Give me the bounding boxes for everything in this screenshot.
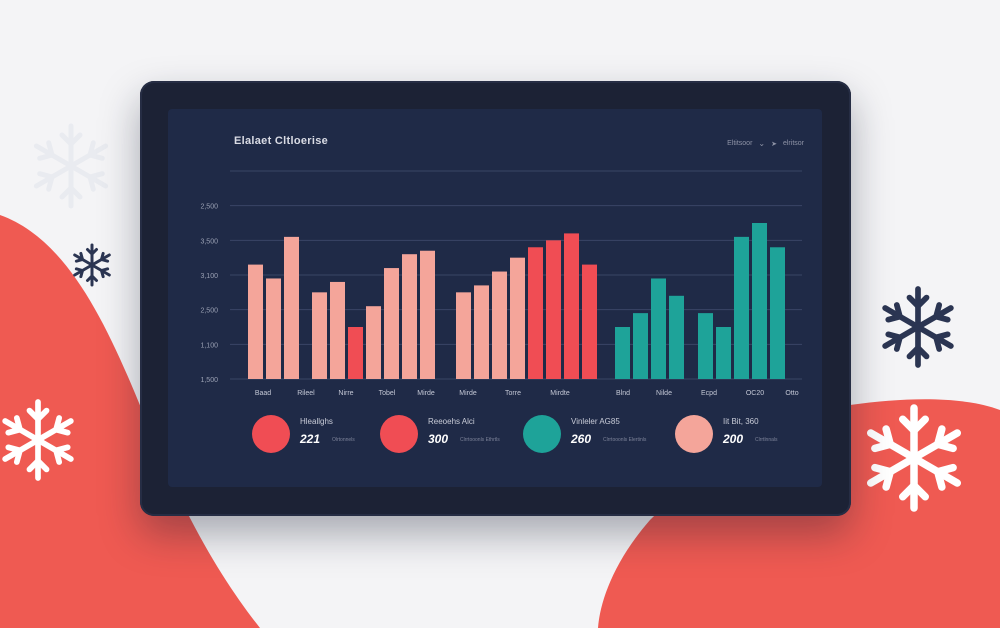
bar [492, 271, 507, 379]
snowflake-icon [885, 289, 951, 365]
x-tick-label: Baad [255, 390, 271, 397]
stat-value: 200 [723, 432, 744, 446]
stat-label: Reeoehs Alci [428, 417, 475, 426]
bar [633, 313, 648, 379]
stat-value: 300 [428, 432, 449, 446]
bar-chart: 1,500 1,100 2,500 3,100 3,500 2,500 Baad Rileel… [200, 170, 802, 397]
bar [366, 306, 381, 379]
x-tick-label: OC20 [746, 390, 764, 397]
filter-dropdown[interactable]: Eltitsoor [727, 140, 753, 147]
stat-sub: Clrrtlnnals [755, 437, 778, 443]
bar [698, 313, 713, 379]
bar [330, 281, 345, 379]
red-blob-left [0, 215, 260, 628]
bar [770, 247, 785, 379]
bar [546, 240, 561, 379]
bar [348, 327, 363, 379]
x-tick-label: Mirde [417, 390, 435, 397]
bar [510, 257, 525, 379]
x-tick-label: Rileel [297, 390, 315, 397]
x-tick-label: Mirdte [550, 390, 570, 397]
bar [456, 292, 471, 379]
stat-dot [252, 415, 290, 453]
bar [312, 292, 327, 379]
bar [615, 327, 630, 379]
y-tick-label: 3,100 [200, 273, 218, 280]
bar [420, 250, 435, 379]
stat-value: 260 [571, 432, 592, 446]
stat-sub: Olrtonnels [332, 437, 355, 443]
cursor-arrow-icon: ➤ [771, 140, 777, 148]
filter-label[interactable]: elritsor [782, 140, 804, 147]
x-tick-label: Tobel [379, 390, 396, 397]
bar [266, 278, 281, 379]
y-tick-label: 1,500 [200, 377, 218, 384]
stat-label: Iit Bit, 360 [723, 417, 759, 426]
bar [734, 236, 749, 379]
bar [474, 285, 489, 379]
chart-title: Elalaet Cltloerise [234, 135, 329, 147]
bar [716, 327, 731, 379]
bar [564, 233, 579, 379]
stat-sub: Clrrtooonls Ethrtls [460, 437, 500, 443]
monitor: 1,500 1,100 2,500 3,100 3,500 2,500 Baad Rileel… [140, 81, 851, 516]
bar [284, 236, 299, 379]
dashboard-screen: 1,500 1,100 2,500 3,100 3,500 2,500 Baad Rileel… [168, 109, 822, 487]
bar [248, 264, 263, 379]
bar [384, 268, 399, 379]
stat-value: 221 [300, 432, 321, 446]
bar [402, 254, 417, 379]
bar [651, 278, 666, 379]
stat-label: Vinleler AG85 [571, 417, 620, 426]
chevron-down-icon[interactable]: ⌄ [758, 139, 766, 148]
stat-dot [523, 415, 561, 453]
y-tick-label: 3,500 [200, 238, 218, 245]
stat-label: Hleallghs [300, 417, 333, 426]
x-tick-label: Nirre [338, 390, 353, 397]
bar [752, 223, 767, 379]
x-tick-label: Mirde [459, 390, 477, 397]
bar [669, 295, 684, 379]
snowflake-icon [73, 243, 111, 287]
bar [582, 264, 597, 379]
filter-bar[interactable]: Eltitsoor ⌄ ➤ elritsor [727, 139, 804, 148]
y-tick-label: 2,500 [200, 204, 218, 211]
y-tick-label: 1,100 [200, 342, 218, 349]
x-tick-label: Blnd [616, 390, 630, 397]
x-tick-label: Ecpd [701, 390, 717, 397]
bar [528, 247, 543, 379]
stat-sub: Clrrtooonls Elertinls [603, 437, 647, 443]
y-tick-label: 2,500 [200, 308, 218, 315]
x-tick-label: Otto [785, 390, 798, 397]
snowflake-icon [36, 126, 105, 206]
stats-row: Hleallghs 221 Olrtonnels Reeoehs Alci 30… [168, 409, 822, 469]
stat-dot [675, 415, 713, 453]
x-tick-label: Nilde [656, 390, 672, 397]
stat-dot [380, 415, 418, 453]
x-tick-label: Torre [505, 390, 521, 397]
